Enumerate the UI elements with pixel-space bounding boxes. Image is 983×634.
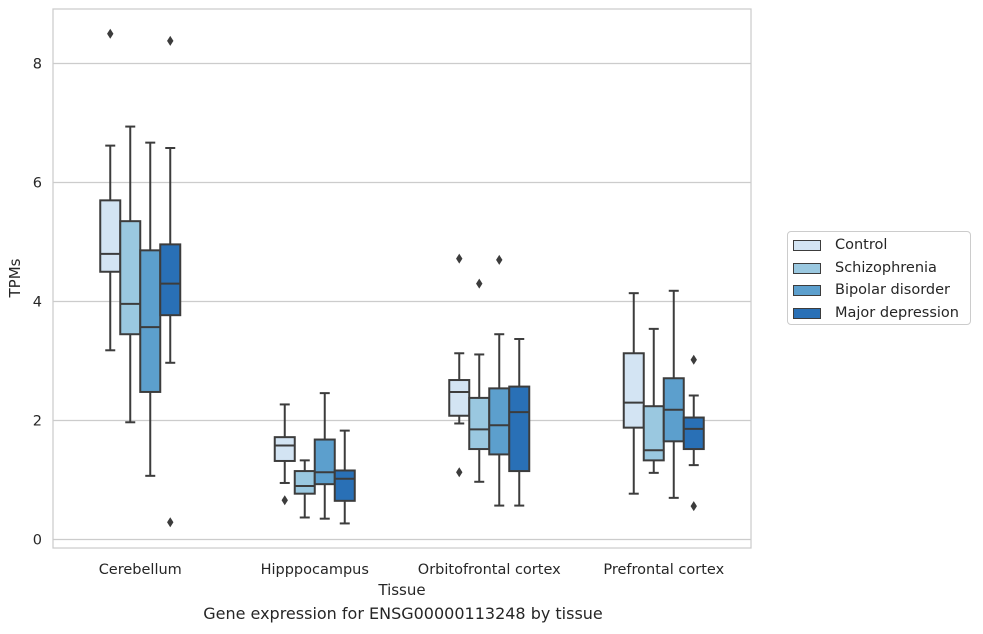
box-group [662, 289, 685, 499]
box-group [508, 337, 531, 507]
box-group [273, 403, 296, 506]
legend-label: Major depression [835, 305, 959, 321]
legend-label: Control [835, 237, 888, 253]
box [468, 396, 491, 451]
legend-item-bipolar-disorder: Bipolar disorder [793, 280, 950, 300]
box-group [119, 125, 142, 424]
outlier-point [690, 501, 697, 512]
outlier-point [107, 28, 114, 39]
y-tick-label: 2 [33, 414, 42, 430]
box [139, 249, 162, 393]
box-group [682, 354, 705, 512]
box-group [642, 327, 665, 474]
box-group [333, 429, 356, 525]
box [448, 379, 471, 417]
legend-label: Bipolar disorder [835, 282, 950, 298]
box-group [448, 253, 471, 478]
box [333, 469, 356, 502]
box [622, 352, 645, 429]
legend-item-major-depression: Major depression [793, 303, 959, 323]
box-group [488, 254, 511, 507]
legend-item-schizophrenia: Schizophrenia [793, 258, 937, 278]
box-group [313, 392, 336, 520]
legend-swatch-control [793, 239, 821, 251]
x-tick-label: Prefrontal cortex [603, 562, 724, 578]
y-tick-label: 8 [33, 57, 42, 73]
outlier-point [496, 254, 503, 265]
outlier-point [456, 253, 463, 264]
box [313, 438, 336, 486]
box [642, 405, 665, 462]
outlier-point [167, 517, 174, 528]
box [99, 199, 122, 273]
box-group [293, 459, 316, 519]
x-tick-label: Orbitofrontal cortex [418, 562, 561, 578]
outlier-point [281, 495, 288, 506]
box [159, 243, 182, 317]
box-group [468, 278, 491, 483]
box [508, 385, 531, 473]
box [273, 436, 296, 462]
box [119, 220, 142, 336]
legend-swatch-bipolar-disorder [793, 284, 821, 296]
legend-label: Schizophrenia [835, 260, 937, 276]
box-group [159, 35, 182, 528]
outlier-point [456, 467, 463, 478]
x-tick-labels: Cerebellum Hipppocampus Orbitofrontal cort… [99, 562, 725, 578]
y-axis-label: TPMs [6, 258, 24, 298]
figure-caption: Gene expression for ENSG00000113248 by t… [203, 604, 603, 623]
box-group [139, 141, 162, 477]
outlier-point [167, 35, 174, 46]
y-tick-labels: 0 2 4 6 8 [33, 57, 42, 549]
box [488, 387, 511, 456]
outlier-point [476, 278, 483, 289]
x-tick-label: Cerebellum [99, 562, 182, 578]
box [293, 470, 316, 495]
outlier-point [690, 354, 697, 365]
legend-swatch-schizophrenia [793, 262, 821, 274]
y-tick-label: 4 [33, 295, 42, 311]
y-tick-label: 6 [33, 176, 42, 192]
plot-frame [52, 8, 752, 549]
box-group [622, 292, 645, 495]
box-groups [99, 28, 705, 528]
x-axis-label: Tissue [377, 581, 425, 599]
y-tick-label: 0 [33, 533, 42, 549]
x-tick-label: Hipppocampus [261, 562, 369, 578]
legend-item-control: Control [793, 235, 887, 255]
legend-swatch-major-depression [793, 307, 821, 319]
box [682, 416, 705, 451]
legend: Control Schizophrenia Bipolar disorder M… [787, 231, 971, 325]
